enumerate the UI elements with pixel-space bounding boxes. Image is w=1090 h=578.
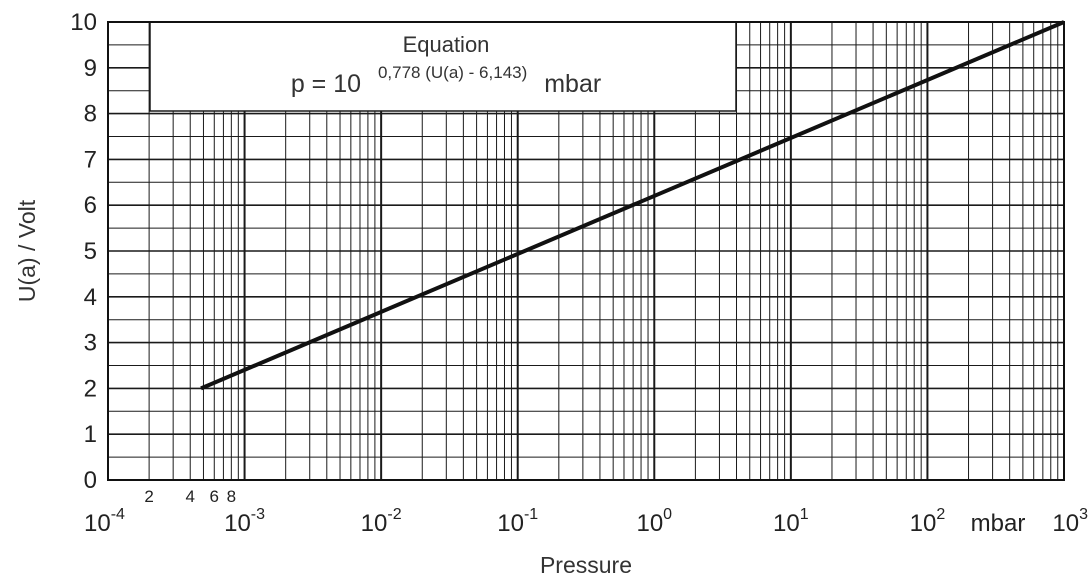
x-tick-label: 10-4 <box>84 506 125 537</box>
x-tick-label: 101 <box>773 506 809 537</box>
equation-prefix: p = 10 <box>291 70 361 98</box>
x-tick-label: 10-2 <box>361 506 402 537</box>
equation-box <box>149 21 737 112</box>
y-axis-label: U(a) / Volt <box>14 199 40 302</box>
x-tick-label: 102 <box>910 506 946 537</box>
x-tick-label: 10-1 <box>497 506 538 537</box>
x-axis-label: Pressure <box>540 552 632 578</box>
series-layer <box>200 20 1065 391</box>
x-minor-tick-label: 2 <box>144 487 153 506</box>
y-tick-label: 7 <box>84 146 97 173</box>
x-unit-label: mbar <box>971 510 1026 537</box>
x-tick-label: 103 <box>1052 506 1088 537</box>
x-minor-tick-label: 6 <box>210 487 219 506</box>
x-tick-label: 100 <box>636 506 672 537</box>
x-minor-tick-label: 4 <box>185 487 194 506</box>
y-tick-label: 0 <box>84 467 97 494</box>
equation-formula: p = 10 0,778 (U(a) - 6,143) mbar <box>291 56 601 98</box>
y-tick-labels: 0 1 2 3 4 5 6 7 8 9 10 <box>70 9 97 494</box>
x-tick-labels: 10-4 10-3 10-2 10-1 100 101 102 103 2 4 6 8 <box>84 487 1088 537</box>
x-tick-label: 10-3 <box>224 506 265 537</box>
x-minor-tick-label: 8 <box>227 487 236 506</box>
y-tick-label: 3 <box>84 330 97 357</box>
y-tick-label: 9 <box>84 55 97 82</box>
y-tick-label: 1 <box>84 421 97 448</box>
y-tick-label: 6 <box>84 192 97 219</box>
equation-suffix: mbar <box>544 70 601 98</box>
y-tick-label: 4 <box>84 284 97 311</box>
y-tick-label: 10 <box>70 9 97 36</box>
y-tick-label: 2 <box>84 375 97 402</box>
series-line <box>200 20 1065 391</box>
equation-heading: Equation <box>403 32 490 57</box>
equation-exponent: 0,778 (U(a) - 6,143) <box>378 63 527 82</box>
y-tick-label: 5 <box>84 238 97 265</box>
y-tick-label: 8 <box>84 101 97 128</box>
plot-frame <box>107 21 1065 481</box>
